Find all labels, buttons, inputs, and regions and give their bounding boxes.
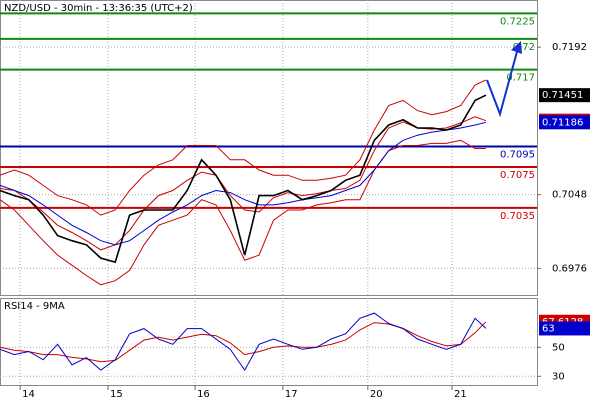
level-label: 0.7095 [500,149,535,160]
y-tick-label: 0.7192 [552,42,587,53]
level-label: 0.7225 [500,16,535,27]
series-line [0,116,487,251]
value-box-label: 0.71186 [542,117,583,128]
x-tick-label: 21 [454,389,467,400]
y-tick-label: 0.7048 [552,190,587,201]
chart-title: NZD/USD - 30min - 13:36:35 (UTC+2) [4,3,193,14]
price-panel [0,0,538,296]
rsi-panel [0,298,538,386]
level-label: 0.7035 [500,211,535,222]
value-box [539,115,590,130]
series-line [0,121,487,246]
x-tick-label: 14 [22,389,35,400]
y-tick-label: 0.6976 [552,263,587,274]
y-tick-label: 30 [552,371,565,382]
rsi-title: RSI14 - 9MA [4,301,65,312]
arrow-head [511,41,522,54]
x-tick-label: 20 [370,389,383,400]
series-line [0,139,486,286]
level-label: 0.7075 [500,170,535,181]
series-line [0,94,487,264]
y-tick-label: 50 [552,342,565,353]
value-box-label: 0.71451 [542,90,583,101]
x-tick-label: 15 [110,389,123,400]
x-tick-label: 16 [197,389,210,400]
series-line [0,321,487,363]
value-box [539,88,590,103]
series-line [0,79,487,216]
value-box [539,321,590,336]
forecast-arrow [486,47,519,118]
x-tick-label: 17 [285,389,298,400]
level-label: 0.717 [506,73,535,84]
value-box-label: 63 [542,323,555,334]
level-label: 0.72 [513,42,535,53]
series-line [0,312,487,372]
